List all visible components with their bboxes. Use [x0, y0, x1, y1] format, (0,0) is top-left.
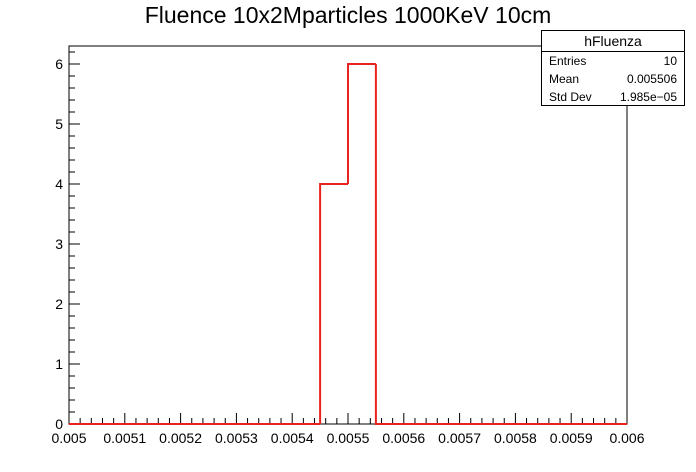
stats-box: hFluenza Entries 10 Mean 0.005506 Std De… [541, 30, 685, 106]
histogram-bin [319, 183, 348, 424]
y-tick-label: 1 [55, 356, 63, 372]
x-tick-label: 0.0053 [215, 430, 258, 446]
histogram-bin [374, 64, 404, 425]
x-tick-label: 0.006 [609, 430, 644, 446]
stats-value: 10 [663, 54, 677, 68]
y-tick-label: 0 [55, 416, 63, 432]
x-tick-label: 0.0057 [438, 430, 481, 446]
x-tick-label: 0.0051 [103, 430, 146, 446]
stats-row-mean: Mean 0.005506 [542, 70, 684, 88]
y-tick-label: 4 [55, 176, 63, 192]
stats-value: 1.985e−05 [619, 90, 677, 104]
x-tick-label: 0.0059 [550, 430, 593, 446]
x-tick-label: 0.0052 [159, 430, 202, 446]
x-tick-label: 0.0056 [382, 430, 425, 446]
x-tick-label: 0.005 [51, 430, 86, 446]
stats-label: Std Dev [549, 90, 592, 104]
x-tick-label: 0.0058 [494, 430, 537, 446]
x-tick-label: 0.0055 [327, 430, 370, 446]
stats-row-entries: Entries 10 [542, 52, 684, 70]
stats-value: 0.005506 [626, 72, 677, 86]
stats-label: Entries [549, 54, 587, 68]
y-tick-label: 6 [55, 56, 63, 72]
chart-title: Fluence 10x2Mparticles 1000KeV 10cm [144, 2, 552, 28]
stats-label: Mean [549, 72, 580, 86]
y-tick-label: 2 [55, 296, 63, 312]
stats-box-title: hFluenza [542, 31, 684, 52]
stats-row-stddev: Std Dev 1.985e−05 [542, 88, 684, 106]
y-tick-label: 3 [55, 236, 63, 252]
x-tick-label: 0.0054 [271, 430, 314, 446]
histogram-bin [347, 63, 376, 184]
y-tick-label: 5 [55, 116, 63, 132]
